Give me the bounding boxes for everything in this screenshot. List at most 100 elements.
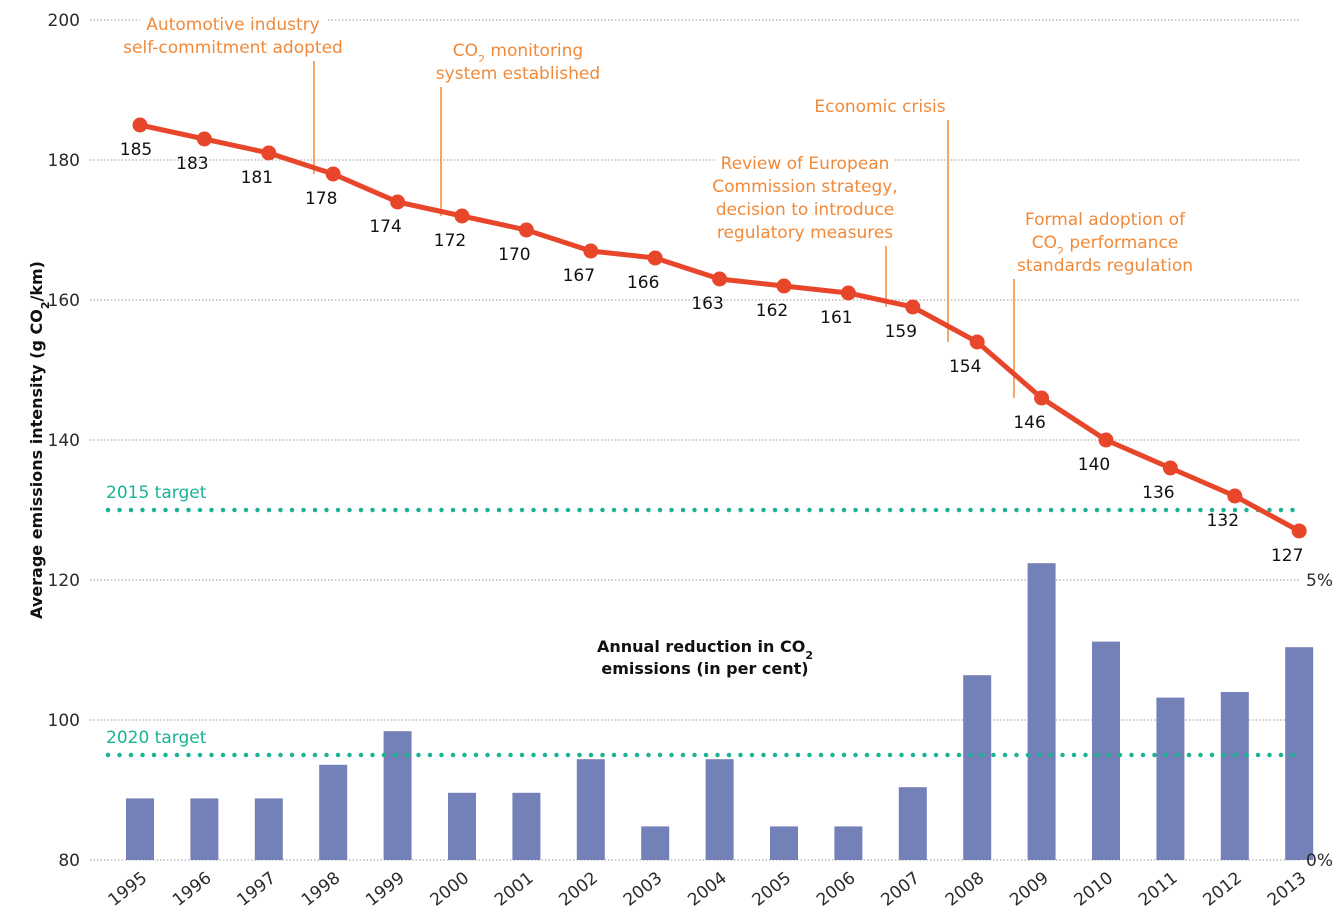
annotation-backdrop <box>716 152 894 175</box>
emissions-point <box>1098 432 1114 448</box>
point-value-label: 154 <box>949 357 981 377</box>
emissions-point <box>905 299 921 315</box>
emissions-point <box>583 243 599 259</box>
emissions-point <box>1291 523 1307 539</box>
annotation-text: Review of European <box>721 154 890 174</box>
annotation-text: CO2 monitoring <box>453 41 583 66</box>
x-tick-label: 2010 <box>1071 868 1117 910</box>
y-axis-label: Average emissions intensity (g CO2/km) <box>27 261 52 619</box>
reduction-bar <box>512 792 541 860</box>
emissions-point <box>132 117 148 133</box>
x-tick-label: 2001 <box>491 868 537 910</box>
annotation-backdrop <box>139 13 327 36</box>
emissions-point <box>261 145 277 161</box>
reduction-bar <box>1156 697 1185 860</box>
reduction-bar <box>190 798 219 860</box>
reduction-bar <box>1092 641 1120 860</box>
reduction-bar <box>383 731 412 860</box>
emissions-point <box>1162 460 1178 476</box>
y-tick-label: 80 <box>58 851 80 871</box>
emissions-point <box>196 131 212 147</box>
point-value-label: 161 <box>820 308 852 328</box>
annotation-text: Economic crisis <box>814 97 945 117</box>
emissions-point <box>518 222 534 238</box>
emissions-point <box>969 334 985 350</box>
annotation-text: regulatory measures <box>717 223 893 243</box>
point-value-label: 178 <box>305 189 337 209</box>
annotation-backdrop <box>1016 208 1194 231</box>
point-value-label: 166 <box>627 273 659 293</box>
reduction-bar <box>126 798 154 860</box>
x-tick-label: 2003 <box>620 868 666 910</box>
y-tick-label: 100 <box>48 711 80 731</box>
y-tick-label: 200 <box>48 11 80 31</box>
annotation-backdrop <box>805 95 955 118</box>
x-tick-label: 2002 <box>555 868 601 910</box>
point-value-label: 140 <box>1078 455 1110 475</box>
bar-title-line1: Annual reduction in CO <box>597 637 805 656</box>
emissions-point <box>454 208 470 224</box>
emissions-point <box>647 250 663 266</box>
emissions-point <box>712 271 728 287</box>
reduction-bar <box>254 798 283 860</box>
annotation-backdrop <box>702 198 908 221</box>
reduction-bar <box>834 826 863 860</box>
point-value-label: 170 <box>498 245 530 265</box>
reduction-bar <box>963 675 992 860</box>
annotation-text: system established <box>436 64 600 84</box>
x-tick-label: 2009 <box>1006 868 1052 910</box>
emissions-point <box>1227 488 1243 504</box>
y-tick-label: 120 <box>48 571 80 591</box>
reduction-bar <box>576 759 605 860</box>
emissions-point <box>390 194 406 210</box>
x-tick-label: 2004 <box>684 868 730 910</box>
point-value-label: 183 <box>176 154 208 174</box>
target-label: 2020 target <box>106 728 207 748</box>
x-tick-label: 2006 <box>813 868 859 910</box>
point-value-label: 127 <box>1271 546 1303 566</box>
x-tick-label: 2005 <box>749 868 795 910</box>
reduction-bar <box>1027 563 1056 860</box>
bar-title-line2: emissions (in per cent) <box>601 659 808 678</box>
point-labels: 185 183 181 178 174 172 170 167 166 163 162 161 159 1… <box>120 140 1304 566</box>
point-value-label: 167 <box>563 266 595 286</box>
x-tick-label: 1997 <box>233 868 279 910</box>
annotation-text: Commission strategy, <box>712 177 897 197</box>
annotation-text: Automotive industry <box>146 15 319 35</box>
annotation-backdrop <box>707 175 903 198</box>
point-value-label: 181 <box>241 168 273 188</box>
reduction-bar <box>770 826 798 860</box>
x-tick-label: 2007 <box>877 868 923 910</box>
annotations: Automotive industry self-commitment adopt… <box>120 13 1203 398</box>
reduction-bar <box>641 826 670 860</box>
point-value-label: 163 <box>691 294 723 314</box>
x-tick-label: 2011 <box>1135 868 1181 910</box>
emissions-point <box>1034 390 1050 406</box>
annotation-text: standards regulation <box>1017 256 1193 276</box>
y-tick-label: 160 <box>48 291 80 311</box>
x-tick-label: 2000 <box>427 868 473 910</box>
reduction-bar <box>1220 692 1249 860</box>
annotation-text: CO2 performance <box>1032 233 1179 258</box>
reduction-bar <box>1285 647 1314 860</box>
x-tick-label: 2012 <box>1199 868 1245 910</box>
point-value-label: 132 <box>1207 511 1239 531</box>
point-value-label: 146 <box>1013 413 1045 433</box>
x-tick-label: 1996 <box>169 868 215 910</box>
x-tick-label: 2013 <box>1264 868 1310 910</box>
annotation-text: self-commitment adopted <box>123 38 343 58</box>
reduction-bar <box>319 764 348 860</box>
emissions-point <box>840 285 856 301</box>
reduction-bars <box>126 563 1314 860</box>
x-tick-label: 1995 <box>105 868 151 910</box>
annotation-backdrop <box>120 36 346 59</box>
emissions-series <box>132 117 1307 539</box>
annotation-backdrop <box>1007 254 1203 277</box>
annotation-text: Formal adoption of <box>1025 210 1186 230</box>
y2-tick-label: 5% <box>1306 571 1333 591</box>
x-tick-label: 2008 <box>942 868 988 910</box>
annotation-backdrop <box>448 39 588 62</box>
y2-tick-label: 0% <box>1306 851 1333 871</box>
point-value-label: 185 <box>120 140 152 160</box>
